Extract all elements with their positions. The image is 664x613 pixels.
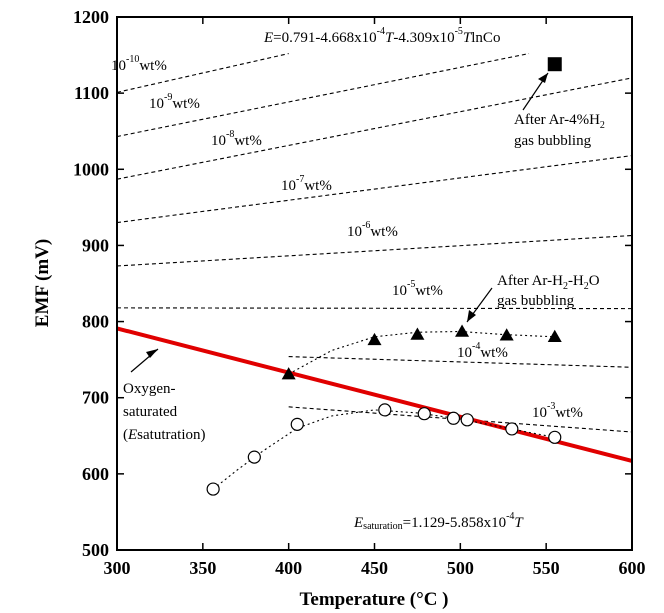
data-point-triangle — [455, 324, 470, 337]
data-point-circle — [247, 450, 261, 464]
x-tick-label: 400 — [275, 558, 302, 578]
y-axis-title: EMF (mV) — [32, 239, 53, 327]
axes: 300 350 400 450 500 550 600 500 600 700 800 900 1000… — [73, 7, 646, 578]
iso-label-1e-6: 10-6wt% — [347, 220, 398, 240]
triangle-annotation-line2: gas bubbling — [497, 293, 575, 309]
square-annotation-line1: After Ar-4%H2 — [514, 112, 605, 131]
iso-line-5 — [117, 234, 632, 267]
data-point-triangle — [410, 327, 425, 340]
x-tick-label: 450 — [361, 558, 388, 578]
y-tick-label: 1000 — [73, 159, 109, 179]
plot-marks — [206, 57, 562, 496]
y-tick-label: 500 — [82, 540, 109, 560]
data-point-circle — [505, 422, 519, 436]
data-point-triangle — [547, 329, 562, 343]
iso-label-1e-10: 10-10wt% — [111, 54, 167, 74]
y-tick-label: 1100 — [74, 83, 109, 103]
iso-equation: E=0.791-4.668x10-4T-4.309x10-5TlnCo — [263, 26, 500, 46]
x-tick-label: 550 — [533, 558, 560, 578]
x-tick-label: 500 — [447, 558, 474, 578]
iso-line-4 — [117, 155, 632, 224]
iso-label-1e-3: 10-3wt% — [532, 401, 583, 421]
x-tick-label: 350 — [189, 558, 216, 578]
iso-label-1e-4: 10-4wt% — [457, 341, 508, 361]
iso-label-1e-9: 10-9wt% — [149, 92, 200, 112]
iso-line-2 — [117, 53, 530, 138]
iso-label-1e-7: 10-7wt% — [281, 174, 332, 194]
saturation-label-line1: Oxygen- — [123, 381, 176, 397]
iso-line-1 — [117, 53, 289, 93]
x-tick-label: 300 — [104, 558, 131, 578]
data-point-circle — [460, 413, 474, 427]
saturation-annotation-arrowhead — [146, 349, 158, 358]
iso-line-8 — [288, 406, 632, 433]
y-tick-label: 800 — [82, 312, 109, 332]
iso-line-7 — [288, 356, 632, 368]
saturation-label-line2: saturated — [123, 404, 178, 420]
data-point-circle — [206, 482, 220, 496]
triangle-annotation-arrowhead — [467, 310, 476, 322]
y-tick-label: 1200 — [73, 7, 109, 27]
x-axis-title: Temperature (°C ) — [299, 589, 448, 610]
data-point-circle — [378, 403, 392, 417]
square-annotation-line2: gas bubbling — [514, 133, 592, 149]
y-tick-label: 700 — [82, 388, 109, 408]
iso-label-1e-5: 10-5wt% — [392, 279, 443, 299]
data-point-triangle — [281, 367, 296, 380]
data-point-circle — [417, 407, 431, 421]
iso-line-3 — [117, 77, 632, 180]
x-tick-label: 600 — [619, 558, 646, 578]
plot-lines — [117, 53, 632, 490]
triangle-annotation-line1: After Ar-H2-H2O — [497, 273, 600, 292]
iso-label-1e-8: 10-8wt% — [211, 129, 262, 149]
iso-line-6 — [117, 307, 632, 310]
data-point-square — [547, 57, 562, 72]
y-tick-label: 600 — [82, 464, 109, 484]
data-point-circle — [290, 417, 304, 431]
y-tick-label: 900 — [82, 235, 109, 255]
saturation-equation: Esaturation=1.129-5.858x10-4T — [353, 511, 524, 532]
saturation-line — [117, 326, 632, 463]
saturation-label-line3: (Esatutration) — [123, 427, 206, 443]
square-annotation-arrowhead — [538, 73, 548, 83]
data-point-triangle — [499, 328, 514, 341]
data-point-circle — [548, 430, 562, 444]
data-point-triangle — [367, 332, 382, 346]
fit-curve-open-circle — [212, 409, 555, 490]
data-point-circle — [446, 411, 461, 425]
